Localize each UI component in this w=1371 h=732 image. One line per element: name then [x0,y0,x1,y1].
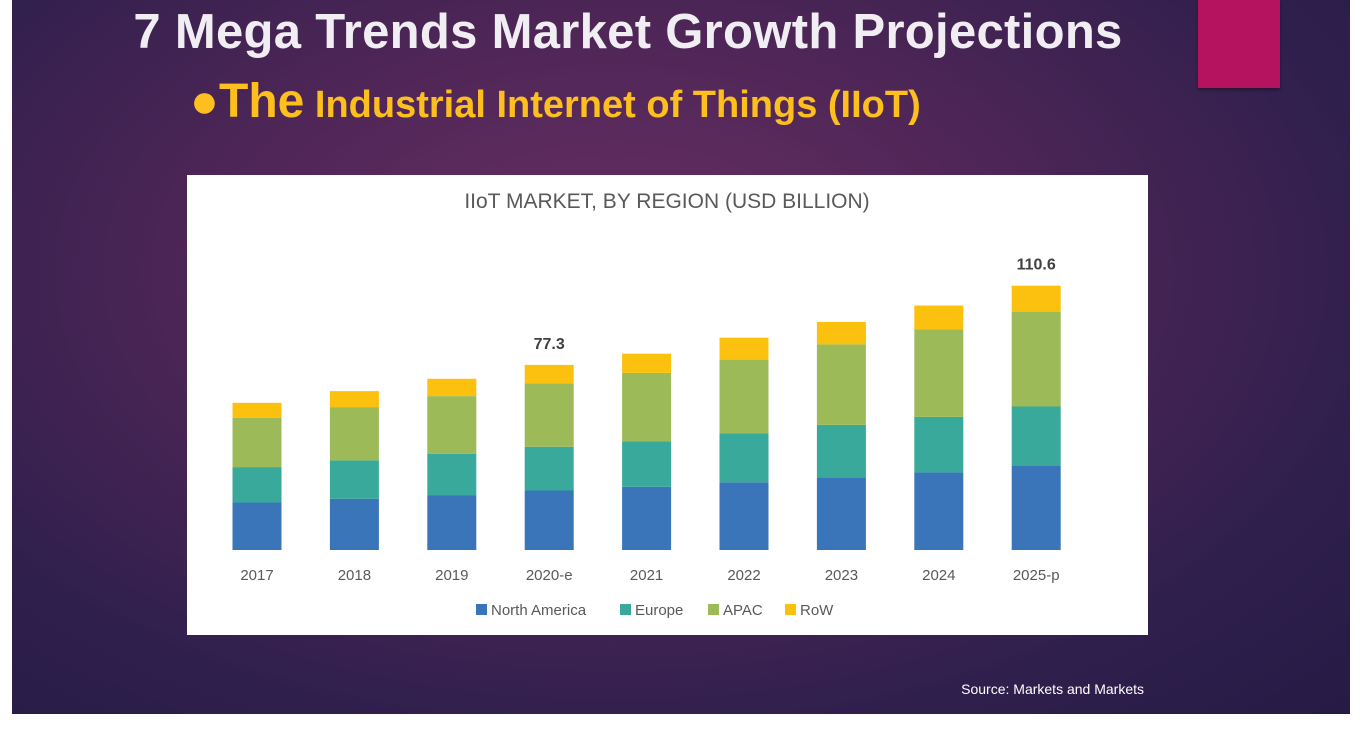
bar-segment-apac-2023 [816,344,866,425]
iiot-market-chart: IIoT MARKET, BY REGION (USD BILLION) 2017… [232,190,1061,619]
bar-segment-row-2018 [329,391,379,408]
legend-label: APAC [723,602,763,619]
bar-segment-row-2024 [914,305,964,330]
bar-segment-row-2017 [232,402,282,418]
bar-segment-row-2025-p [1011,285,1061,312]
x-tick-label: 2019 [435,567,468,584]
bar-segment-apac-2018 [329,407,379,461]
legend-label: RoW [800,602,834,619]
bar-segment-europe-2024 [914,416,964,473]
bar-segment-north-america-2020-e [524,490,574,550]
bar-segment-europe-2025-p [1011,406,1061,466]
accent-block [1198,0,1280,88]
x-tick-label: 2021 [630,567,663,584]
x-tick-label: 2023 [825,567,858,584]
bar-segment-row-2023 [816,322,866,345]
subtitle-rest: Industrial Internet of Things (IIoT) [304,84,921,126]
bar-segment-europe-2021 [622,441,672,487]
subtitle-lead: ●The [190,75,305,128]
bar-segment-north-america-2018 [329,498,379,550]
bar-segment-row-2020-e [524,364,574,384]
bar-segment-europe-2022 [719,433,769,483]
bar-segment-north-america-2022 [719,482,769,550]
slide: 7 Mega Trends Market Growth Projections … [12,0,1350,714]
bar-segment-apac-2020-e [524,383,574,447]
legend-swatch-apac [708,604,719,615]
bar-segment-europe-2017 [232,467,282,503]
bar-segment-apac-2025-p [1011,311,1061,407]
x-tick-label: 2024 [922,567,955,584]
x-tick-label: 2025-p [1013,567,1060,584]
data-label-total: 77.3 [534,336,565,353]
x-tick-label: 2020-e [526,567,573,584]
bar-segment-apac-2021 [622,372,672,442]
x-tick-label: 2018 [338,567,371,584]
bar-segment-europe-2019 [427,453,477,495]
legend-swatch-north-america [476,604,487,615]
legend-label: Europe [635,602,683,619]
bar-segment-row-2021 [622,353,672,373]
chart-title: IIoT MARKET, BY REGION (USD BILLION) [464,190,869,213]
bar-segment-north-america-2025-p [1011,466,1061,550]
bar-segment-europe-2023 [816,424,866,478]
legend-label: North America [491,602,587,619]
chart-card: IIoT MARKET, BY REGION (USD BILLION) 2017… [187,175,1148,635]
bar-segment-apac-2024 [914,329,964,417]
bar-segment-north-america-2021 [622,486,672,550]
x-tick-label: 2017 [240,567,273,584]
bar-segment-europe-2020-e [524,446,574,491]
x-tick-label: 2022 [727,567,760,584]
bar-segment-north-america-2019 [427,495,477,550]
bar-segment-row-2019 [427,378,477,397]
slide-title: 7 Mega Trends Market Growth Projections [133,5,1123,59]
bar-segment-north-america-2023 [816,477,866,550]
bar-segment-north-america-2017 [232,502,282,550]
source-note: Source: Markets and Markets [961,681,1144,697]
bar-segment-row-2022 [719,337,769,360]
bar-segment-europe-2018 [329,460,379,499]
slide-subtitle: ●The Industrial Internet of Things (IIoT… [190,74,921,129]
legend-swatch-row [785,604,796,615]
bar-segment-apac-2022 [719,359,769,434]
bar-segment-apac-2017 [232,417,282,467]
bar-segment-apac-2019 [427,396,477,454]
bar-segment-north-america-2024 [914,472,964,550]
legend-swatch-europe [620,604,631,615]
data-label-total: 110.6 [1017,257,1056,274]
